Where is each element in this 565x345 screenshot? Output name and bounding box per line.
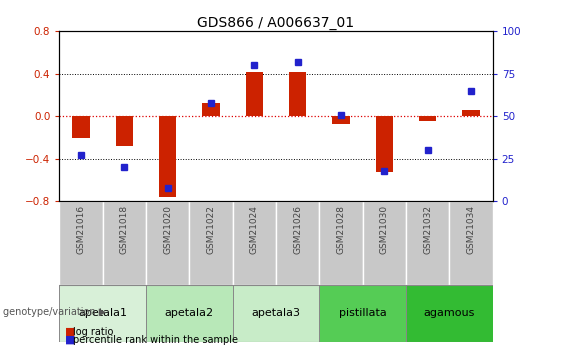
- Text: genotype/variation ▶: genotype/variation ▶: [3, 307, 106, 317]
- Bar: [406, 285, 493, 342]
- Text: GSM21018: GSM21018: [120, 205, 129, 254]
- Text: GSM21016: GSM21016: [76, 205, 85, 254]
- Bar: [332, 116, 350, 124]
- Bar: [103, 201, 146, 285]
- Bar: [233, 201, 276, 285]
- Bar: [276, 201, 319, 285]
- Bar: [116, 116, 133, 146]
- Text: ■: ■: [65, 327, 76, 337]
- Bar: [159, 116, 176, 197]
- Text: apetala1: apetala1: [78, 308, 127, 318]
- Bar: [189, 201, 233, 285]
- Bar: [146, 285, 233, 342]
- Text: percentile rank within the sample: percentile rank within the sample: [73, 335, 238, 345]
- Text: GSM21024: GSM21024: [250, 205, 259, 254]
- Bar: [59, 201, 103, 285]
- Bar: [72, 116, 90, 138]
- Bar: [376, 116, 393, 171]
- Bar: [462, 110, 480, 116]
- Bar: [59, 285, 146, 342]
- Text: pistillata: pistillata: [339, 308, 386, 318]
- Bar: [202, 104, 220, 116]
- Bar: [233, 285, 319, 342]
- Text: agamous: agamous: [424, 308, 475, 318]
- Text: GSM21034: GSM21034: [467, 205, 476, 254]
- Text: GSM21030: GSM21030: [380, 205, 389, 254]
- Bar: [363, 201, 406, 285]
- Text: apetala2: apetala2: [165, 308, 214, 318]
- Bar: [146, 201, 189, 285]
- Bar: [419, 116, 436, 120]
- Bar: [319, 285, 406, 342]
- Text: GSM21022: GSM21022: [206, 205, 215, 254]
- Title: GDS866 / A006637_01: GDS866 / A006637_01: [197, 16, 355, 30]
- Text: GSM21032: GSM21032: [423, 205, 432, 254]
- Text: log ratio: log ratio: [73, 327, 114, 337]
- Text: GSM21026: GSM21026: [293, 205, 302, 254]
- Text: GSM21020: GSM21020: [163, 205, 172, 254]
- Text: apetala3: apetala3: [251, 308, 301, 318]
- Bar: [246, 71, 263, 116]
- Text: ■: ■: [65, 335, 76, 345]
- Bar: [289, 71, 306, 116]
- Bar: [319, 201, 363, 285]
- Text: GSM21028: GSM21028: [337, 205, 346, 254]
- Bar: [449, 201, 493, 285]
- Bar: [406, 201, 449, 285]
